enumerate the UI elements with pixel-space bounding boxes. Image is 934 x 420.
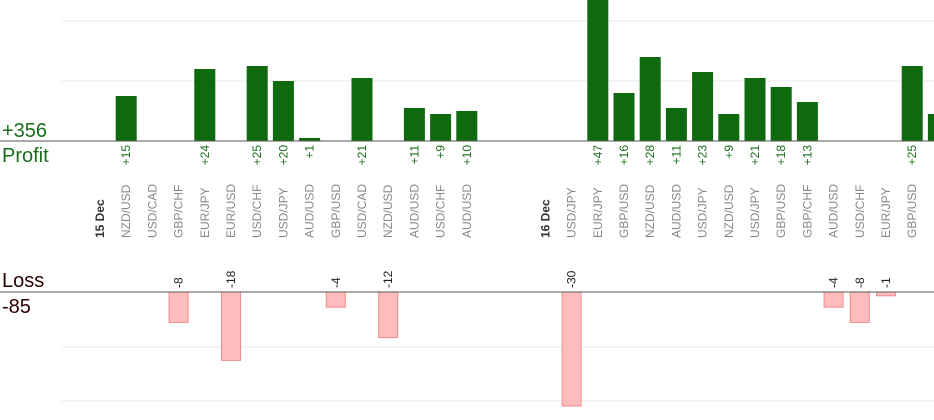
loss-bar [849, 291, 870, 323]
pair-tick-label: USD/CHF [434, 185, 448, 238]
profit-value-label: +9 [722, 145, 736, 159]
loss-bar [823, 291, 844, 308]
profit-bar [796, 102, 818, 141]
pair-tick-label: EUR/USD [224, 184, 238, 238]
loss-bar [561, 291, 582, 407]
profit-bar [613, 93, 635, 141]
loss-value-label: -30 [565, 270, 579, 288]
pair-tick-label: AUD/USD [407, 184, 421, 238]
profit-value-label: +25 [905, 145, 919, 166]
pair-tick-label: EUR/JPY [879, 187, 893, 238]
profit-bar [272, 81, 294, 141]
profit-bar [901, 66, 923, 141]
loss-value-label: -4 [827, 277, 841, 288]
profit-value-label: +10 [460, 145, 474, 166]
profit-value-label: +21 [748, 145, 762, 166]
pair-tick-label: GBP/USD [774, 184, 788, 238]
profit-value-label: +9 [931, 145, 934, 159]
loss-value-label: -18 [224, 270, 238, 288]
pair-tick-label: GBP/CHF [800, 185, 814, 238]
profit-value-label: +28 [643, 145, 657, 166]
loss-label: Loss [2, 270, 45, 292]
loss-total: -85 [2, 296, 31, 318]
profit-bar [115, 96, 137, 141]
profit-value-label: +15 [119, 145, 133, 166]
profit-value-label: +16 [617, 145, 631, 166]
loss-value-label: -8 [853, 277, 867, 288]
profit-bar [927, 114, 934, 141]
pair-tick-label: USD/CHF [853, 185, 867, 238]
pair-tick-label: USD/CHF [250, 185, 264, 238]
pair-tick-label: AUD/USD [460, 184, 474, 238]
profit-bar [587, 0, 609, 141]
loss-value-label: -12 [381, 270, 395, 288]
profit-value-label: +11 [407, 145, 421, 165]
profit-bar [770, 87, 792, 141]
pair-tick-label: USD/JPY [276, 187, 290, 238]
pair-tick-label: USD/CAD [145, 184, 159, 238]
pair-tick-label: AUD/USD [827, 184, 841, 238]
loss-bar [168, 291, 189, 323]
profit-bar [246, 66, 268, 141]
pair-tick-label: NZD/USD [119, 184, 133, 238]
pair-tick-label: USD/JPY [696, 187, 710, 238]
profit-bar [665, 108, 687, 141]
profit-value-label: +1 [303, 145, 317, 159]
pair-tick-label: GBP/CHF [172, 185, 186, 238]
date-label: 15 Dec [93, 199, 107, 238]
profit-bar [639, 57, 661, 141]
pair-tick-label: USD/CAD [355, 184, 369, 238]
date-label: 16 Dec [538, 199, 552, 238]
pair-tick-label: EUR/USD [931, 184, 934, 238]
pair-tick-label: GBP/USD [617, 184, 631, 238]
profit-label: Profit [2, 145, 49, 167]
profit-value-label: +11 [669, 145, 683, 165]
loss-bar [378, 291, 399, 339]
profit-bar [299, 138, 321, 141]
loss-bar [325, 291, 346, 308]
profit-bar [194, 69, 216, 141]
pair-tick-label: NZD/USD [643, 184, 657, 238]
profit-bar [430, 114, 452, 141]
pair-tick-label: EUR/JPY [198, 187, 212, 238]
pair-tick-label: GBP/USD [905, 184, 919, 238]
profit-total: +356 [2, 120, 48, 142]
pair-tick-label: USD/JPY [565, 187, 579, 238]
profit-bar [403, 108, 425, 141]
loss-value-label: -8 [172, 277, 186, 288]
pair-tick-label: NZD/USD [381, 184, 395, 238]
loss-value-label: -4 [329, 277, 343, 288]
profit-value-label: +13 [800, 145, 814, 166]
loss-bar [221, 291, 241, 361]
profit-bar [692, 72, 714, 141]
profit-value-label: +20 [276, 145, 290, 166]
pair-tick-label: AUD/USD [669, 184, 683, 238]
profit-value-label: +18 [774, 145, 788, 166]
loss-bar [876, 291, 896, 297]
profit-bar [351, 78, 373, 141]
profit-value-label: +9 [434, 145, 448, 159]
pair-tick-label: NZD/USD [722, 184, 736, 238]
pair-tick-label: GBP/USD [329, 184, 343, 238]
profit-bar [456, 111, 478, 141]
profit-value-label: +24 [198, 145, 212, 166]
profit-value-label: +47 [591, 145, 605, 166]
profit-bar [718, 114, 740, 141]
loss-value-label: -1 [879, 277, 893, 288]
pair-tick-label: AUD/USD [303, 184, 317, 238]
pair-tick-label: USD/JPY [748, 187, 762, 238]
pair-tick-label: EUR/JPY [591, 187, 605, 238]
profit-value-label: +25 [250, 145, 264, 166]
profit-bar [744, 78, 766, 141]
profit-value-label: +21 [355, 145, 369, 166]
profit-value-label: +23 [696, 145, 710, 166]
